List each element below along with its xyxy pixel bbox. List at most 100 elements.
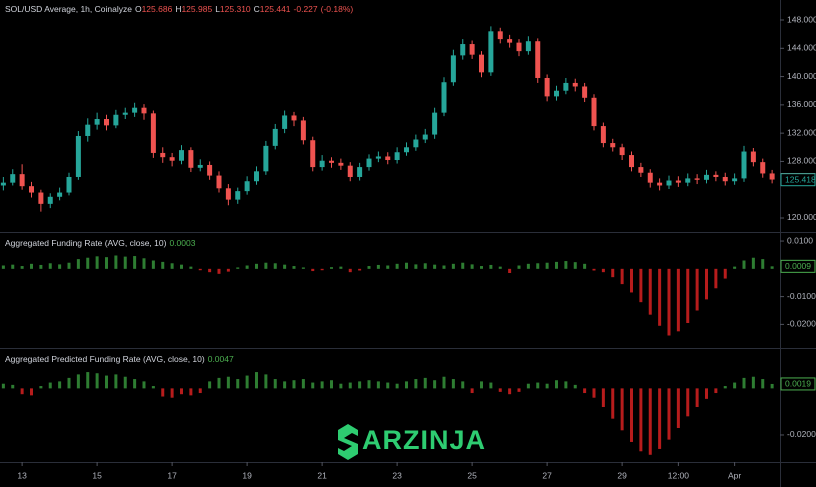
candle-body bbox=[319, 160, 325, 168]
histogram-bar bbox=[376, 381, 380, 389]
candle-body bbox=[675, 180, 681, 183]
histogram-bar bbox=[30, 263, 33, 269]
candle-body bbox=[582, 86, 588, 98]
candle-body bbox=[497, 31, 503, 40]
histogram-bar bbox=[770, 383, 774, 389]
histogram-bar bbox=[264, 374, 268, 389]
price-badge bbox=[780, 259, 816, 273]
candle-body bbox=[169, 157, 175, 161]
histogram-bar bbox=[339, 266, 343, 269]
histogram-bar bbox=[198, 388, 202, 394]
x-tick-label: Apr bbox=[728, 470, 741, 480]
histogram-bar bbox=[161, 261, 165, 269]
candle-body bbox=[572, 82, 578, 87]
candle-body bbox=[0, 182, 6, 186]
candle-body bbox=[394, 152, 400, 161]
histogram-bar bbox=[545, 262, 549, 269]
histogram-bar bbox=[180, 388, 183, 395]
candle-body bbox=[254, 171, 259, 182]
histogram-bar bbox=[236, 267, 240, 269]
histogram-bar bbox=[67, 377, 71, 389]
histogram-bar bbox=[20, 266, 24, 269]
candle-body bbox=[338, 162, 344, 166]
histogram-bar bbox=[564, 261, 568, 269]
candle-body bbox=[535, 41, 541, 78]
candle-body bbox=[29, 186, 34, 193]
histogram-bar bbox=[648, 268, 652, 315]
candle-body bbox=[19, 174, 25, 187]
histogram-bar bbox=[283, 264, 287, 269]
candle-body bbox=[694, 178, 700, 180]
histogram-bar bbox=[414, 379, 418, 389]
histogram-bar bbox=[123, 256, 127, 269]
x-tick-label: 23 bbox=[392, 470, 402, 480]
candle-body bbox=[104, 119, 109, 126]
histogram-bar bbox=[508, 388, 512, 395]
histogram-bar bbox=[245, 375, 249, 389]
histogram-bar bbox=[217, 268, 221, 274]
histogram-bar bbox=[592, 388, 596, 398]
histogram-bar bbox=[339, 383, 343, 389]
histogram-bar bbox=[48, 382, 52, 389]
histogram-bar bbox=[658, 268, 662, 326]
y-tick-label: 140.000 bbox=[787, 71, 816, 81]
histogram-bar bbox=[255, 372, 258, 389]
ohlc-value: 125.686 bbox=[141, 4, 173, 14]
candle-body bbox=[516, 42, 522, 52]
x-tick-label: 12:00 bbox=[668, 470, 690, 480]
histogram-bar bbox=[114, 374, 118, 389]
histogram-bar bbox=[330, 380, 333, 389]
candle-body bbox=[469, 44, 475, 55]
histogram-bar bbox=[95, 373, 99, 389]
histogram-bar bbox=[170, 388, 174, 398]
x-tick-label: 19 bbox=[242, 470, 252, 480]
histogram-bar bbox=[367, 266, 371, 269]
histogram-bar bbox=[386, 265, 390, 269]
candle-body bbox=[685, 178, 691, 183]
histogram-bar bbox=[526, 263, 530, 269]
histogram-bar bbox=[114, 255, 118, 269]
histogram-bar bbox=[667, 268, 671, 336]
histogram-bar bbox=[151, 386, 155, 389]
candle-body bbox=[207, 164, 213, 176]
histogram-bar bbox=[676, 388, 680, 428]
histogram-bar bbox=[583, 388, 587, 394]
histogram-bar bbox=[536, 382, 540, 389]
candle-body bbox=[132, 107, 138, 113]
histogram-bar bbox=[508, 268, 512, 273]
histogram-bar bbox=[11, 264, 15, 269]
histogram-bar bbox=[573, 262, 577, 269]
histogram-bar bbox=[517, 388, 521, 392]
histogram-bar bbox=[489, 264, 493, 269]
histogram-bar bbox=[105, 257, 108, 269]
price-badge-label: 125.418 bbox=[785, 174, 816, 184]
symbol: SOL/USD Average, 1h, Coinalyze bbox=[5, 4, 132, 14]
candle-body bbox=[704, 174, 709, 180]
candle-body bbox=[385, 156, 391, 161]
histogram-bar bbox=[480, 381, 483, 389]
histogram-bar bbox=[86, 257, 90, 269]
histogram-bar bbox=[658, 388, 662, 449]
histogram-bar bbox=[189, 266, 193, 269]
candle-body bbox=[450, 55, 456, 83]
histogram-bar bbox=[236, 379, 240, 389]
candle-body bbox=[713, 174, 719, 177]
histogram-bar bbox=[686, 388, 690, 417]
histogram-bar bbox=[142, 381, 146, 389]
histogram-bar bbox=[564, 381, 568, 389]
candle-body bbox=[525, 41, 531, 52]
histogram-bar bbox=[583, 263, 587, 269]
candle-body bbox=[94, 119, 100, 125]
y-tick-label: -0.0100 bbox=[787, 291, 816, 301]
x-tick-label: 21 bbox=[317, 470, 327, 480]
histogram-bar bbox=[648, 388, 652, 455]
histogram-bar bbox=[320, 381, 324, 389]
histogram-bar bbox=[198, 268, 202, 271]
candle-body bbox=[404, 147, 409, 153]
x-tick-label: 15 bbox=[92, 470, 102, 480]
histogram-bar bbox=[264, 262, 268, 269]
histogram-bar bbox=[723, 386, 727, 389]
candle-body bbox=[554, 90, 559, 97]
histogram-bar bbox=[442, 265, 446, 269]
x-tick-label: 25 bbox=[467, 470, 477, 480]
